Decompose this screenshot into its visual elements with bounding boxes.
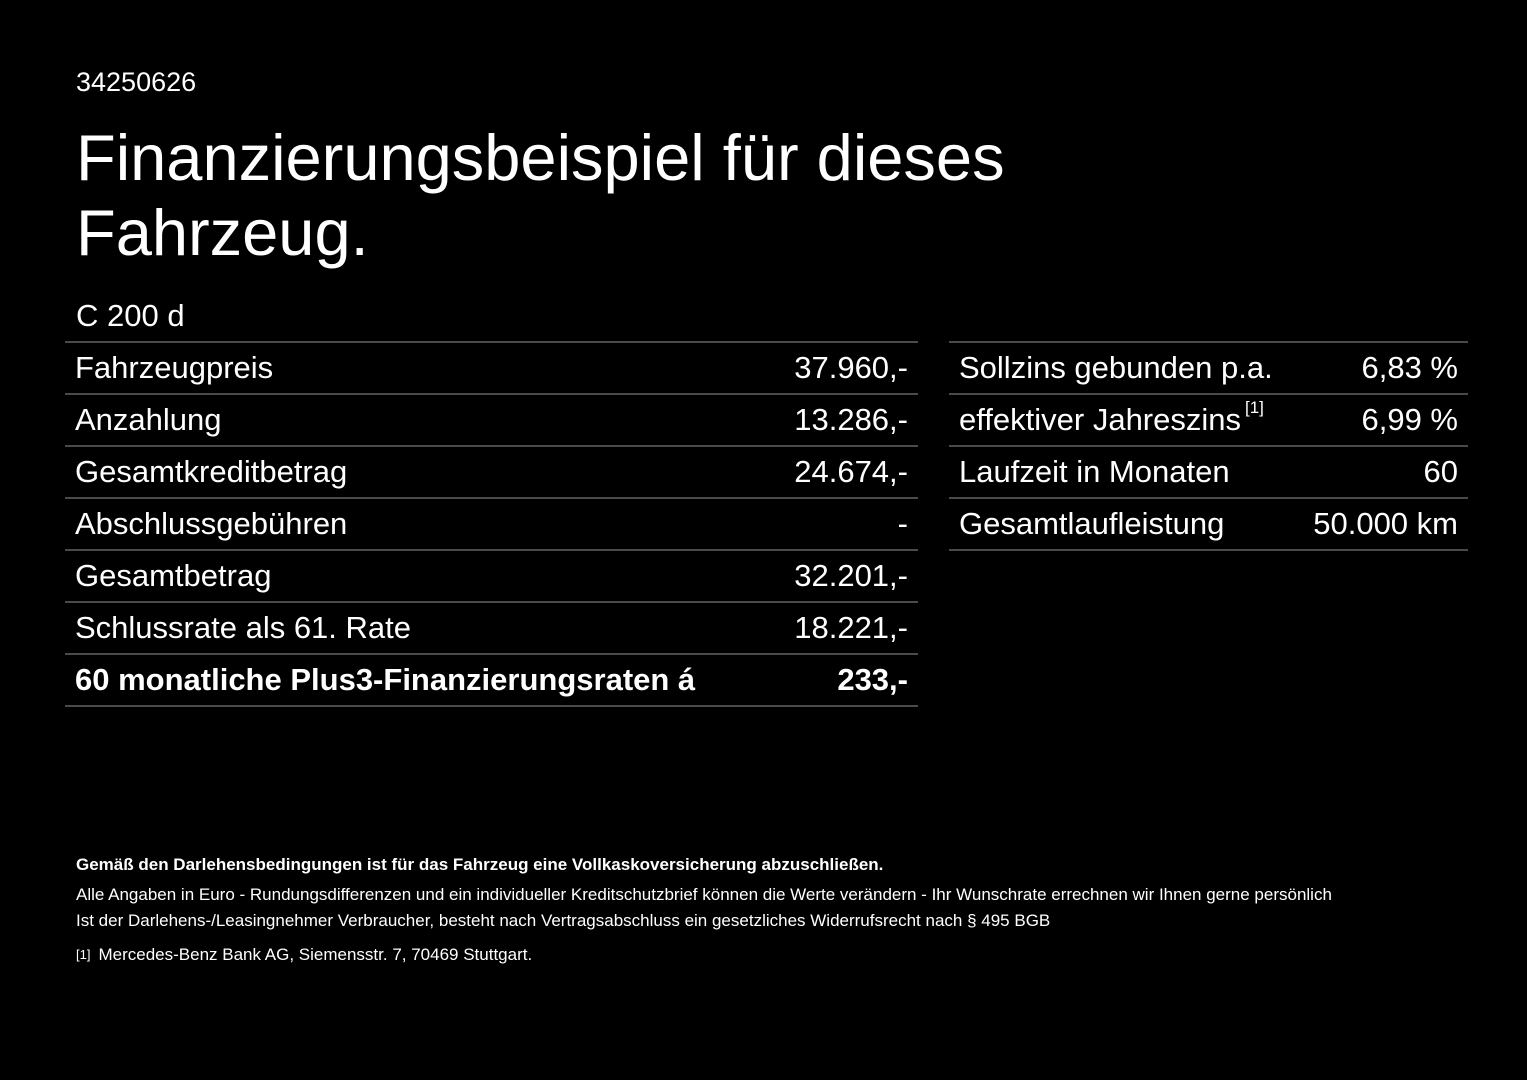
- row-value: -: [897, 506, 908, 541]
- row-label: Schlussrate als 61. Rate: [75, 610, 412, 645]
- row-label: Sollzins gebunden p.a.: [959, 350, 1273, 385]
- table-row-vehicle-price: Fahrzeugpreis 37.960,-: [65, 341, 918, 393]
- disclaimer-footer: Gemäß den Darlehensbedingungen ist für d…: [76, 852, 1476, 968]
- table-row-total-mileage: Gesamtlaufleistung 50.000 km: [949, 497, 1468, 551]
- page-title: Finanzierungsbeispiel für dieses Fahrzeu…: [76, 121, 1005, 269]
- row-label: Gesamtlaufleistung: [959, 506, 1225, 541]
- row-label: Gesamtkreditbetrag: [75, 454, 348, 489]
- row-label: effektiver Jahreszins: [959, 402, 1241, 437]
- row-value: 37.960,-: [794, 350, 908, 385]
- row-value: 32.201,-: [794, 558, 908, 593]
- interest-terms-table: Sollzins gebunden p.a. 6,83 % effektiver…: [949, 341, 1468, 551]
- withdrawal-right-line: Ist der Darlehens-/Leasingnehmer Verbrau…: [76, 911, 1051, 930]
- row-label: Anzahlung: [75, 402, 222, 437]
- table-row-total-credit: Gesamtkreditbetrag 24.674,-: [65, 445, 918, 497]
- row-value: 18.221,-: [794, 610, 908, 645]
- table-row-final-installment: Schlussrate als 61. Rate 18.221,-: [65, 601, 918, 653]
- row-value: 50.000 km: [1313, 506, 1458, 541]
- row-value: 6,83 %: [1361, 350, 1458, 385]
- table-row-term-months: Laufzeit in Monaten 60: [949, 445, 1468, 497]
- footnote: [1] Mercedes-Benz Bank AG, Siemensstr. 7,…: [76, 942, 1476, 968]
- table-row-effective-rate: effektiver Jahreszins [1] 6,99 %: [949, 393, 1468, 445]
- footnote-text: Mercedes-Benz Bank AG, Siemensstr. 7, 70…: [98, 945, 533, 964]
- row-label-wrap: effektiver Jahreszins [1]: [959, 398, 1264, 438]
- row-value: 60: [1423, 454, 1458, 489]
- insurance-note: Gemäß den Darlehensbedingungen ist für d…: [76, 855, 884, 874]
- table-row-closing-fees: Abschlussgebühren -: [65, 497, 918, 549]
- offer-reference-number: 34250626: [76, 67, 197, 97]
- table-row-monthly-rate: 60 monatliche Plus3-Finanzierungsraten á…: [65, 653, 918, 707]
- financing-table: Fahrzeugpreis 37.960,- Anzahlung 13.286,…: [65, 341, 918, 707]
- footnote-reference: [1]: [1245, 398, 1264, 417]
- row-value: 6,99 %: [1361, 402, 1458, 437]
- row-label: Laufzeit in Monaten: [959, 454, 1230, 489]
- vehicle-model: C 200 d: [76, 298, 185, 333]
- table-row-total-amount: Gesamtbetrag 32.201,-: [65, 549, 918, 601]
- table-row-borrowing-rate: Sollzins gebunden p.a. 6,83 %: [949, 341, 1468, 393]
- row-value: 24.674,-: [794, 454, 908, 489]
- row-value: 13.286,-: [794, 402, 908, 437]
- row-value: 233,-: [837, 662, 908, 697]
- table-row-down-payment: Anzahlung 13.286,-: [65, 393, 918, 445]
- disclaimer-line: Alle Angaben in Euro - Rundungsdifferenz…: [76, 885, 1332, 904]
- row-label: 60 monatliche Plus3-Finanzierungsraten á: [75, 662, 696, 697]
- row-label: Gesamtbetrag: [75, 558, 272, 593]
- footnote-mark: [1]: [76, 947, 91, 962]
- row-label: Abschlussgebühren: [75, 506, 348, 541]
- row-label: Fahrzeugpreis: [75, 350, 274, 385]
